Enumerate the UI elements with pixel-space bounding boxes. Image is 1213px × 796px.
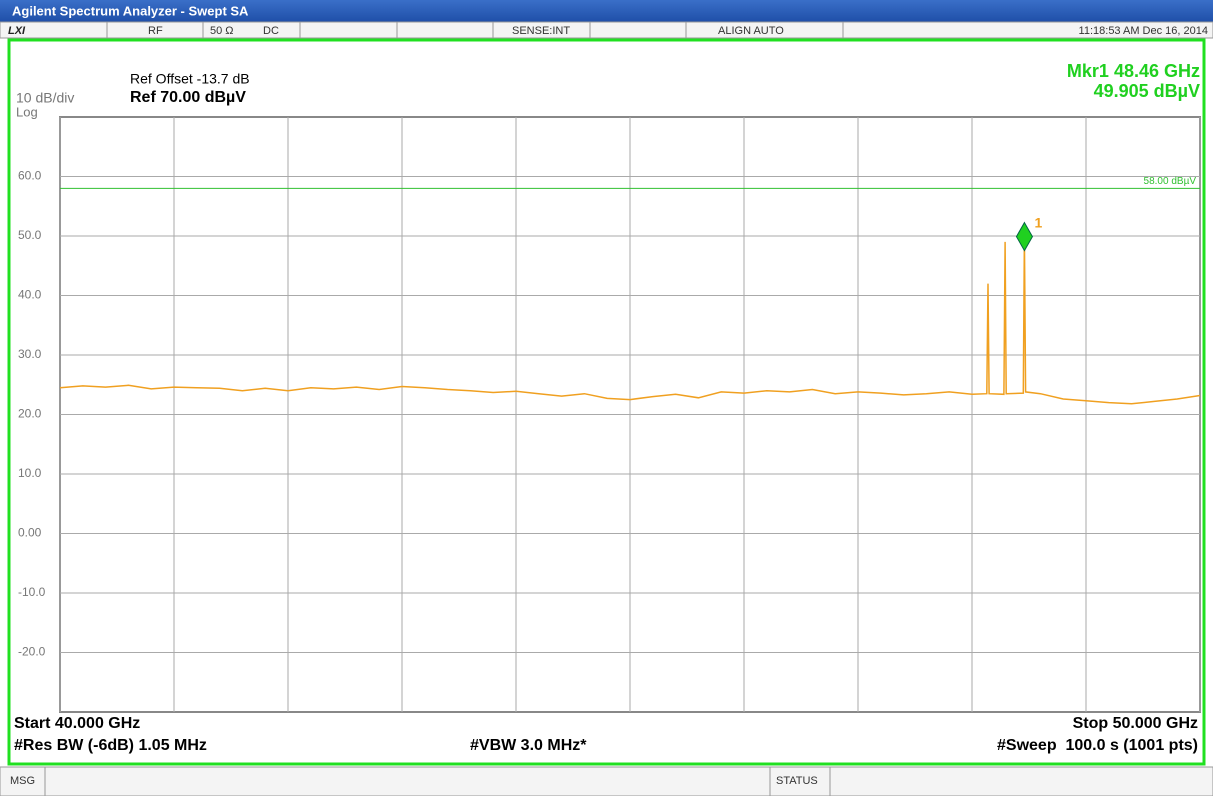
status: STATUS (776, 775, 818, 787)
y-tick-label: 40.0 (18, 288, 42, 302)
coupling: DC (263, 25, 279, 37)
y-tick-label: -20.0 (18, 645, 46, 659)
start-freq: Start 40.000 GHz (14, 715, 140, 732)
bottom-bar (0, 766, 1213, 796)
datetime: 11:18:53 AM Dec 16, 2014 (1079, 25, 1208, 37)
trace (59, 236, 1201, 405)
ref-offset: Ref Offset -13.7 dB (130, 71, 250, 87)
y-tick-label: -10.0 (18, 585, 46, 599)
sweep: #Sweep 100.0 s (1001 pts) (997, 737, 1198, 754)
vbw: #VBW 3.0 MHz* (470, 737, 587, 754)
stop-freq: Stop 50.000 GHz (1073, 715, 1198, 732)
marker-freq: Mkr1 48.46 GHz (1067, 61, 1200, 81)
msg: MSG (10, 775, 35, 787)
y-tick-label: 60.0 (18, 169, 42, 183)
title-bar (0, 0, 1213, 22)
marker-label: 1 (1034, 214, 1042, 230)
scale-type: Log (16, 104, 38, 119)
ref-level: Ref 70.00 dBµV (130, 89, 246, 106)
impedance: 50 Ω (210, 25, 234, 37)
screen-border (7, 38, 1206, 766)
status-dividers (106, 22, 844, 38)
sense: SENSE:INT (512, 25, 570, 37)
marker (1015, 221, 1034, 252)
y-tick-label: 0.00 (18, 526, 42, 540)
y-tick-label: 30.0 (18, 347, 42, 361)
limit-label: 58.00 dBµV (1144, 176, 1197, 187)
window-title: Agilent Spectrum Analyzer - Swept SA (12, 3, 249, 18)
y-tick-label: 10.0 (18, 466, 42, 480)
marker-level: 49.905 dBµV (1094, 81, 1200, 101)
y-tick-label: 50.0 (18, 228, 42, 242)
y-tick-label: 20.0 (18, 407, 42, 421)
scale: 10 dB/div (16, 90, 74, 106)
status-bar (0, 21, 1213, 39)
align: ALIGN AUTO (718, 25, 784, 37)
input: RF (148, 25, 163, 37)
rbw: #Res BW (-6dB) 1.05 MHz (14, 737, 207, 754)
lxi-logo: LXI (8, 25, 26, 37)
